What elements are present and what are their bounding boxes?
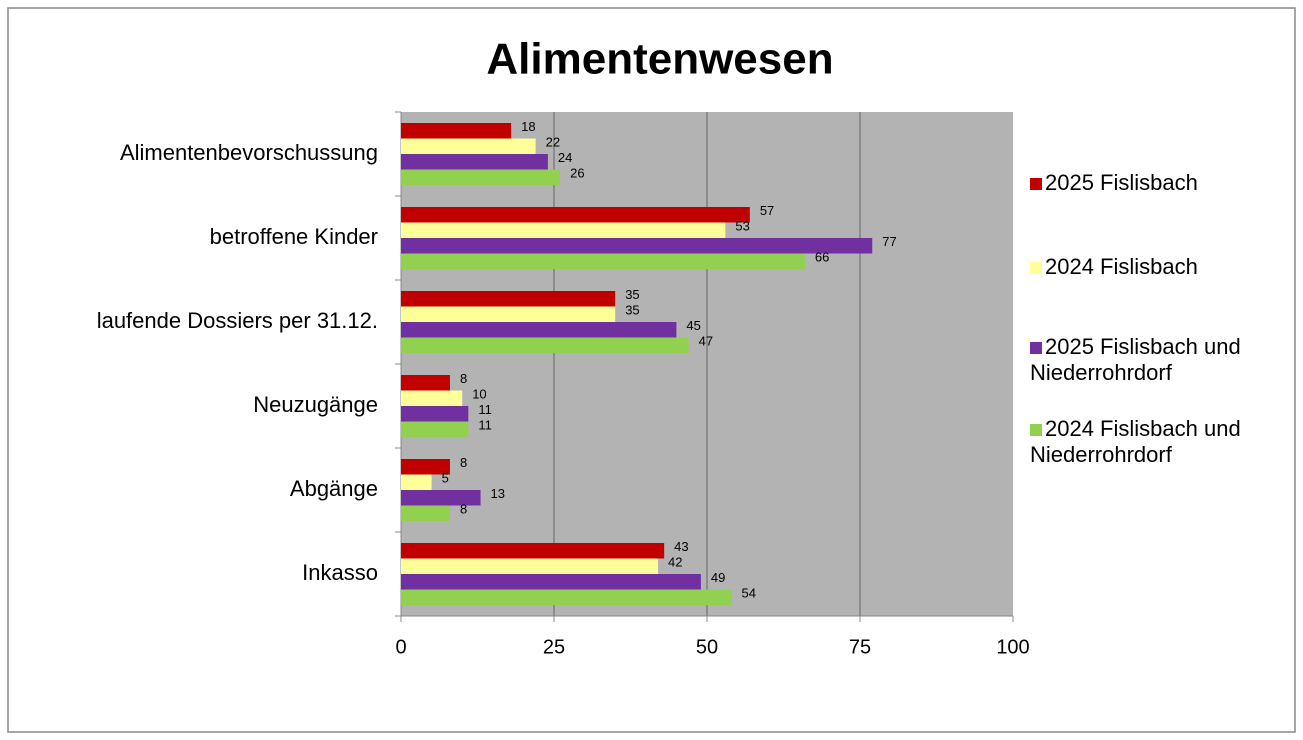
chart-title: Alimentenwesen xyxy=(486,35,833,84)
bar xyxy=(401,406,469,422)
y-tick-label: Alimentenbevorschussung xyxy=(120,140,378,165)
y-tick-label: Neuzugänge xyxy=(253,392,378,417)
bar xyxy=(401,169,561,185)
x-tick-label: 0 xyxy=(395,636,406,658)
data-label: 35 xyxy=(625,303,639,318)
legend-swatch xyxy=(1030,342,1042,354)
data-label: 42 xyxy=(668,555,682,570)
legend-item: 2025 Fislisbach xyxy=(1030,170,1290,196)
bar xyxy=(401,138,536,154)
bar xyxy=(401,222,726,238)
data-label: 26 xyxy=(570,166,584,181)
data-label: 13 xyxy=(491,486,505,501)
data-label: 5 xyxy=(442,471,449,486)
bar xyxy=(401,253,805,269)
legend-swatch xyxy=(1030,262,1042,274)
bar xyxy=(401,291,616,307)
bar xyxy=(401,322,677,338)
bar xyxy=(401,238,873,254)
y-tick-label: laufende Dossiers per 31.12. xyxy=(97,308,378,333)
legend-swatch xyxy=(1030,424,1042,436)
data-label: 8 xyxy=(460,502,467,517)
bar xyxy=(401,505,450,521)
data-label: 18 xyxy=(521,119,535,134)
data-label: 43 xyxy=(674,539,688,554)
data-label: 8 xyxy=(460,455,467,470)
y-tick-label: Inkasso xyxy=(302,560,378,585)
bar xyxy=(401,123,512,139)
bar xyxy=(401,154,548,170)
data-label: 24 xyxy=(558,150,572,165)
data-label: 53 xyxy=(735,219,749,234)
x-tick-label: 100 xyxy=(996,636,1029,658)
data-label: 45 xyxy=(686,318,700,333)
bar xyxy=(401,474,432,490)
data-label: 47 xyxy=(699,334,713,349)
bar xyxy=(401,558,659,574)
data-label: 49 xyxy=(711,570,725,585)
data-label: 54 xyxy=(741,586,755,601)
legend-label: 2024 Fislisbach und Niederrohrdorf xyxy=(1030,416,1241,467)
data-label: 57 xyxy=(760,203,774,218)
x-tick-label: 75 xyxy=(849,636,871,658)
data-label: 11 xyxy=(478,418,492,433)
data-label: 10 xyxy=(472,387,486,402)
bar xyxy=(401,337,689,353)
legend-label: 2024 Fislisbach xyxy=(1045,254,1198,279)
bar xyxy=(401,574,701,590)
x-tick-label: 50 xyxy=(696,636,718,658)
data-label: 11 xyxy=(478,402,492,417)
legend-label: 2025 Fislisbach xyxy=(1045,170,1198,195)
bar xyxy=(401,421,469,437)
x-tick-label: 25 xyxy=(543,636,565,658)
bar xyxy=(401,543,665,559)
bar xyxy=(401,390,463,406)
data-label: 22 xyxy=(546,135,560,150)
y-tick-label: Abgänge xyxy=(290,476,378,501)
legend-item: 2024 Fislisbach und Niederrohrdorf xyxy=(1030,416,1290,468)
bar xyxy=(401,306,616,322)
legend-swatch xyxy=(1030,178,1042,190)
data-label: 8 xyxy=(460,371,467,386)
bar xyxy=(401,490,481,506)
legend-item: 2025 Fislisbach und Niederrohrdorf xyxy=(1030,334,1290,386)
data-label: 66 xyxy=(815,250,829,265)
data-label: 35 xyxy=(625,287,639,302)
data-label: 77 xyxy=(882,234,896,249)
bar xyxy=(401,207,750,223)
bar xyxy=(401,375,450,391)
y-tick-label: betroffene Kinder xyxy=(210,224,378,249)
bar xyxy=(401,459,450,475)
legend-label: 2025 Fislisbach und Niederrohrdorf xyxy=(1030,334,1241,385)
legend-item: 2024 Fislisbach xyxy=(1030,254,1290,280)
bar xyxy=(401,589,732,605)
